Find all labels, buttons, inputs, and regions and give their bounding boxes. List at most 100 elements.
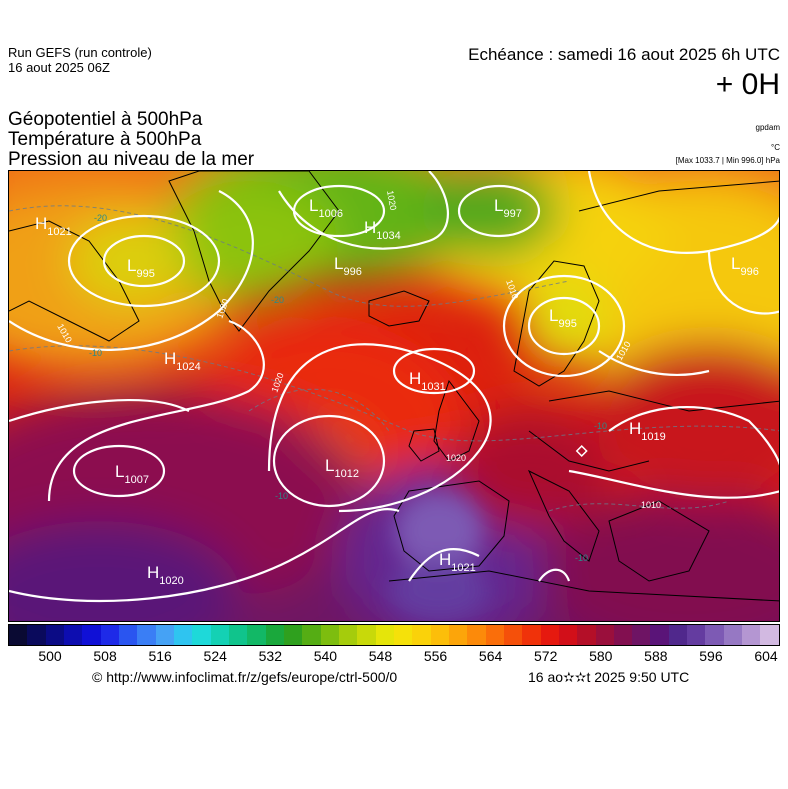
color-swatch [302, 625, 321, 645]
color-swatch [9, 625, 28, 645]
isobar-label: 1020 [446, 453, 466, 463]
color-swatch [27, 625, 46, 645]
temperature-contours [9, 205, 779, 512]
color-swatch [45, 625, 64, 645]
color-swatch [320, 625, 339, 645]
color-swatch [632, 625, 651, 645]
color-swatch [485, 625, 504, 645]
pressure-system: L997 [494, 196, 522, 220]
pressure-system: H1021 [439, 550, 476, 574]
color-swatch [503, 625, 523, 645]
coastlines [9, 171, 779, 602]
pressure-system: L996 [334, 254, 362, 278]
color-scale-tick-label: 532 [258, 648, 282, 664]
temperature-labels: -20 -10 -10 -10 -10 -20 [89, 213, 607, 563]
color-swatch [448, 625, 468, 645]
pressure-system: H1020 [147, 563, 184, 587]
pressure-system: L995 [127, 256, 155, 280]
temperature-label: -10 [89, 348, 102, 358]
pressure-system: L1012 [325, 456, 359, 480]
pressure-system: H1034 [364, 218, 401, 242]
forecast-time: Echéance : samedi 16 aout 2025 6h UTC [468, 45, 780, 64]
color-scale-tick-label: 540 [313, 648, 338, 664]
pressure-system: L995 [549, 306, 577, 330]
color-swatch [613, 625, 633, 645]
color-scale-tick-label: 548 [368, 648, 393, 664]
color-swatch [393, 625, 413, 645]
marker-icon [575, 444, 588, 458]
color-swatch [210, 625, 229, 645]
color-scale-tick-label: 524 [203, 648, 227, 664]
weather-map: H1021 L995 L1006 H1034 L996 L997 L996 L9… [8, 170, 780, 622]
color-swatch [155, 625, 174, 645]
color-swatch [540, 625, 559, 645]
title-temperature: Température à 500hPa [8, 129, 202, 150]
pressure-system: L1006 [309, 196, 343, 220]
color-swatch [192, 625, 211, 645]
color-swatch [650, 625, 669, 645]
isobars [9, 171, 779, 603]
temperature-label: -20 [271, 295, 284, 305]
color-swatch [247, 625, 266, 645]
pressure-system: H1031 [409, 369, 446, 393]
temperature-label: -10 [275, 491, 288, 501]
color-swatch [265, 625, 284, 645]
color-scale-tick-label: 508 [93, 648, 117, 664]
color-swatch [558, 625, 578, 645]
color-swatch [173, 625, 193, 645]
color-swatch [118, 625, 138, 645]
pressure-system: H1024 [164, 349, 201, 373]
pressure-system: L996 [731, 254, 759, 278]
color-swatch [595, 625, 614, 645]
isobar-label: 1020 [385, 190, 398, 211]
color-scale-tick-label: 556 [423, 648, 448, 664]
max-min-pressure: [Max 1033.7 | Min 996.0] hPa [675, 156, 780, 165]
title-pressure: Pression au niveau de la mer [8, 149, 255, 170]
color-swatch [338, 625, 358, 645]
color-swatch [63, 625, 83, 645]
color-swatch [705, 625, 724, 645]
unit-temperature: °C [771, 143, 780, 152]
color-scale-tick-label: 572 [534, 648, 558, 664]
pressure-systems: H1021 L995 L1006 H1034 L996 L997 L996 L9… [35, 196, 759, 587]
lead-time: + 0H [715, 68, 780, 101]
color-scale-tick-label: 580 [589, 648, 613, 664]
color-scale-tick-label: 604 [754, 648, 778, 664]
temperature-label: -10 [575, 553, 588, 563]
color-swatch [283, 625, 303, 645]
pressure-system: H1021 [35, 214, 72, 238]
temperature-label: -10 [594, 421, 607, 431]
copyright-text: © http://www.infoclimat.fr/z/gefs/europe… [92, 669, 398, 685]
color-swatch [430, 625, 449, 645]
color-swatch [522, 625, 541, 645]
color-scale-tick-label: 500 [38, 648, 62, 664]
color-swatch [412, 625, 431, 645]
color-swatch [375, 625, 394, 645]
color-swatch [228, 625, 248, 645]
color-scale-tick-label: 516 [148, 648, 172, 664]
color-swatch [82, 625, 101, 645]
color-swatch [760, 625, 779, 645]
color-swatch [357, 625, 376, 645]
pressure-system: L1007 [115, 462, 149, 486]
color-swatch [723, 625, 743, 645]
pressure-system: H1019 [629, 419, 666, 443]
geopotential-field [9, 171, 779, 621]
generated-time: 16 ao✫✫t 2025 9:50 UTC [528, 669, 690, 685]
color-scale-tick-label: 588 [644, 648, 668, 664]
color-swatch [577, 625, 596, 645]
unit-geopotential: gpdam [755, 123, 780, 132]
color-swatch [742, 625, 761, 645]
color-swatch [668, 625, 688, 645]
color-scale [8, 624, 780, 646]
color-swatch [687, 625, 706, 645]
color-swatch [100, 625, 119, 645]
temperature-label: -20 [94, 213, 107, 223]
color-scale-tick-label: 596 [699, 648, 723, 664]
color-swatch [467, 625, 486, 645]
run-date: 16 aout 2025 06Z [8, 60, 110, 75]
color-scale-tick-label: 564 [478, 648, 503, 664]
isobar-label: 1010 [641, 500, 661, 510]
color-scale-ticks: 500 508 516 524 532 540 548 556 564 572 580 588 596 6… [8, 648, 780, 666]
title-geopotential: Géopotentiel à 500hPa [8, 109, 203, 130]
